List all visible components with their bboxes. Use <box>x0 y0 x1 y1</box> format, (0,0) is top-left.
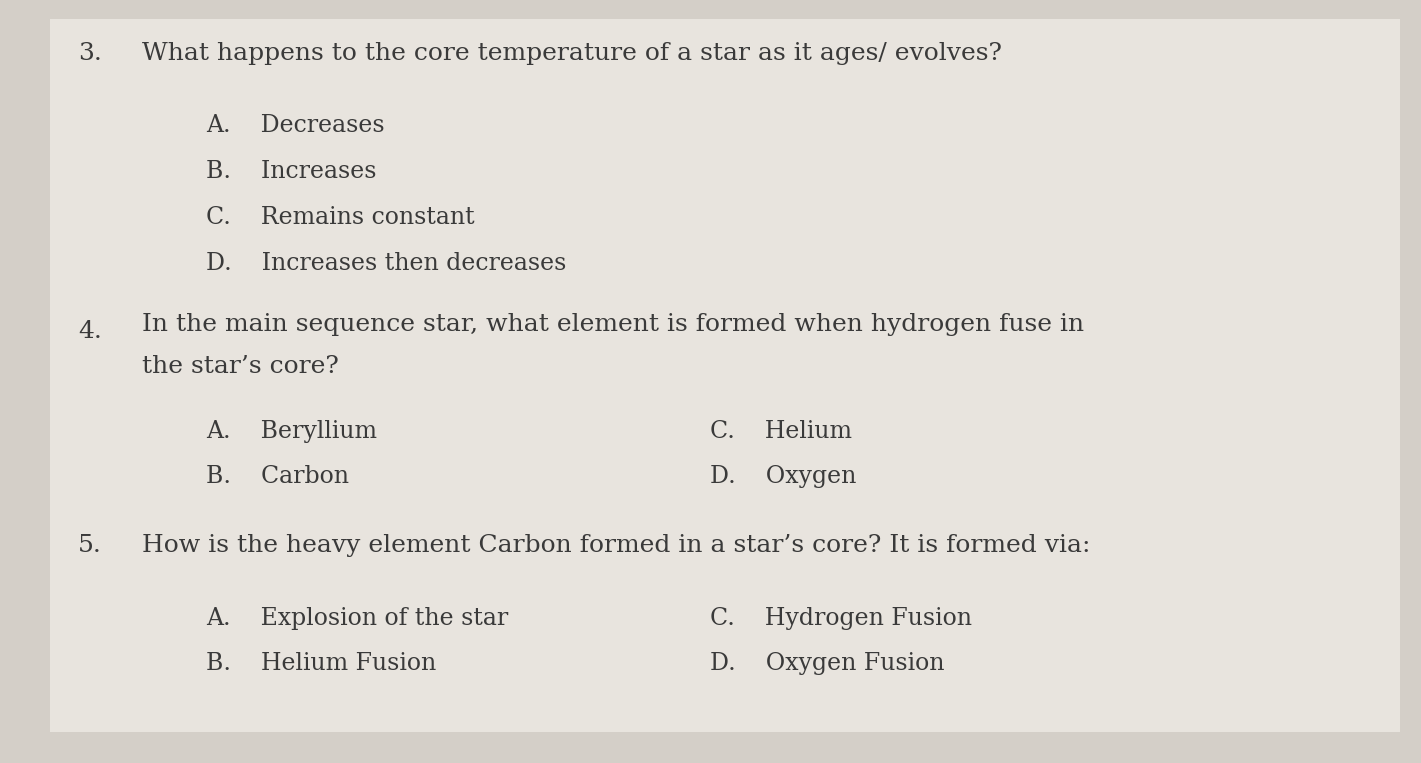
Text: A.    Explosion of the star: A. Explosion of the star <box>206 607 509 629</box>
Text: 3.: 3. <box>78 42 102 65</box>
Text: How is the heavy element Carbon formed in a star’s core? It is formed via:: How is the heavy element Carbon formed i… <box>142 534 1090 557</box>
Text: the star’s core?: the star’s core? <box>142 355 340 378</box>
Text: B.    Carbon: B. Carbon <box>206 465 350 488</box>
Text: 5.: 5. <box>78 534 102 557</box>
FancyBboxPatch shape <box>50 19 1400 732</box>
Text: A.    Decreases: A. Decreases <box>206 114 385 137</box>
Text: C.    Remains constant: C. Remains constant <box>206 206 475 229</box>
Text: In the main sequence star, what element is formed when hydrogen fuse in: In the main sequence star, what element … <box>142 313 1084 336</box>
Text: D.    Increases then decreases: D. Increases then decreases <box>206 252 567 275</box>
Text: D.    Oxygen: D. Oxygen <box>710 465 857 488</box>
Text: C.    Hydrogen Fusion: C. Hydrogen Fusion <box>710 607 972 629</box>
Text: B.    Helium Fusion: B. Helium Fusion <box>206 652 436 675</box>
Text: A.    Beryllium: A. Beryllium <box>206 420 377 443</box>
Text: D.    Oxygen Fusion: D. Oxygen Fusion <box>710 652 945 675</box>
Text: 4.: 4. <box>78 320 102 343</box>
Text: B.    Increases: B. Increases <box>206 160 377 183</box>
Text: What happens to the core temperature of a star as it ages/ evolves?: What happens to the core temperature of … <box>142 42 1002 65</box>
Text: C.    Helium: C. Helium <box>710 420 853 443</box>
